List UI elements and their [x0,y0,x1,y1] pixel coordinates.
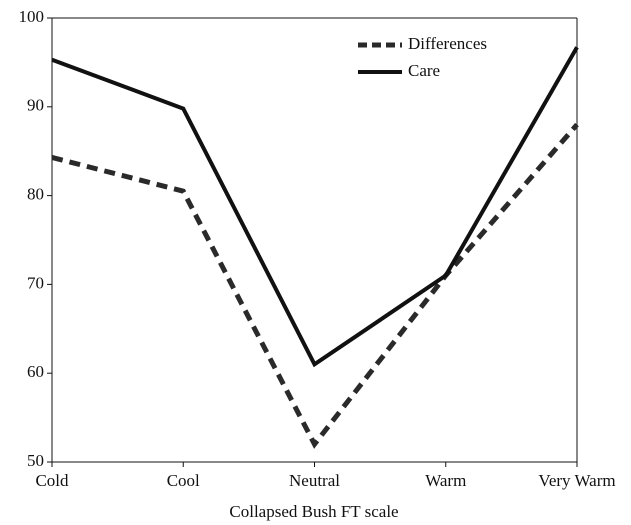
x-tick-label: Neutral [289,471,340,490]
series-line [51,122,579,449]
x-tick-label: Warm [425,471,466,490]
y-tick-label: 70 [27,273,44,292]
legend-label: Care [408,61,440,80]
y-tick-label: 100 [19,7,45,26]
y-tick-label: 90 [27,96,44,115]
y-tick-label: 80 [27,185,44,204]
x-axis-label: Collapsed Bush FT scale [229,502,398,521]
x-tick-label: Cool [167,471,200,490]
y-tick-label: 50 [27,451,44,470]
y-tick-label: 60 [27,362,44,381]
legend-label: Differences [408,34,487,53]
series-line [51,46,579,368]
x-tick-label: Cold [35,471,69,490]
x-tick-label: Very Warm [538,471,615,490]
